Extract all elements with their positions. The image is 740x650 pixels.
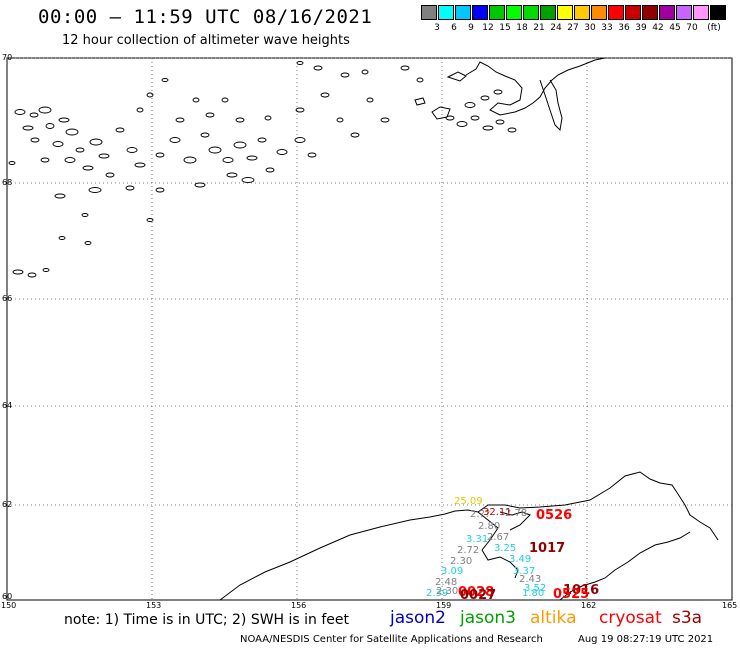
satellite-jason2: jason2 — [390, 608, 446, 628]
legend-tick: 21 — [533, 23, 545, 33]
footnote: note: 1) Time is in UTC; 2) SWH is in fe… — [64, 612, 350, 628]
graticule — [7, 57, 732, 600]
wave-height-label: 2.30 — [450, 556, 473, 567]
legend-swatch — [540, 5, 556, 20]
lat-label: 68 — [2, 178, 13, 187]
wave-height-label: 3.49 — [509, 554, 532, 565]
pass-time-label: 0027 — [460, 588, 497, 603]
wave-height-label: 3.52 — [524, 583, 547, 594]
lon-label: 162 — [581, 601, 597, 610]
legend-tick: 27 — [567, 23, 579, 33]
legend-swatch — [421, 5, 437, 20]
wave-height-label: 3.37 — [513, 566, 536, 577]
credit-line: NOAA/NESDIS Center for Satellite Applica… — [240, 634, 543, 645]
page-title: 00:00 – 11:59 UTC 08/16/2021 — [38, 6, 373, 28]
legend-swatch — [506, 5, 522, 20]
coastline — [219, 57, 719, 601]
wave-height-label: 32.11 — [483, 507, 512, 518]
wave-height-label: 2.39 — [426, 588, 449, 599]
wave-height-label: 2.67 — [487, 532, 510, 543]
lat-label: 66 — [2, 294, 13, 303]
legend-swatch — [642, 5, 658, 20]
legend-swatch — [489, 5, 505, 20]
map-frame — [6, 57, 733, 601]
legend-tick: 12 — [482, 23, 494, 33]
pass-time-label: 0526 — [536, 508, 573, 523]
legend-tick: 36 — [618, 23, 630, 33]
legend-swatch — [659, 5, 675, 20]
wave-height-label: 3.09 — [441, 566, 464, 577]
satellite-cryosat: cryosat — [599, 608, 662, 628]
satellite-jason3: jason3 — [460, 608, 516, 628]
satellite-altika: altika — [530, 608, 577, 628]
lat-label: 64 — [2, 401, 13, 410]
legend-tick: 70 — [686, 23, 698, 33]
legend-swatch — [472, 5, 488, 20]
legend-tick: 18 — [516, 23, 528, 33]
legend-swatch — [693, 5, 709, 20]
legend-tick: 9 — [468, 23, 474, 33]
legend-tick: 45 — [669, 23, 681, 33]
legend-tick: 6 — [451, 23, 457, 33]
legend-tick: 30 — [584, 23, 596, 33]
legend-tick: 42 — [652, 23, 664, 33]
satellite-s3a: s3a — [672, 608, 703, 628]
pass-time-label: 0525 — [553, 587, 590, 602]
legend-tick: 15 — [499, 23, 511, 33]
wave-height-label: 1.80 — [522, 588, 545, 599]
legend-tick: 24 — [550, 23, 562, 33]
page-subtitle: 12 hour collection of altimeter wave hei… — [62, 33, 350, 48]
legend-tick: 39 — [635, 23, 647, 33]
lon-label: 156 — [291, 601, 307, 610]
legend-unit: (ft) — [707, 23, 721, 33]
wave-height-label: 25.09 — [454, 496, 483, 507]
lon-label: 153 — [146, 601, 162, 610]
wave-height-label: 2.72 — [457, 545, 480, 556]
pass-time-label: 0028 — [458, 585, 495, 600]
legend-swatch — [710, 5, 726, 20]
legend-swatch — [557, 5, 573, 20]
lon-label: 159 — [436, 601, 452, 610]
wave-height-label: 2.80 — [478, 521, 501, 532]
wave-height-label: 3.31 — [466, 534, 489, 545]
pass-time-label: 1017 — [529, 541, 566, 556]
wave-height-label: 3.25 — [494, 543, 517, 554]
legend-tick: 33 — [601, 23, 613, 33]
legend-swatch — [676, 5, 692, 20]
pass-time-label: 1016 — [563, 583, 600, 598]
wave-height-label: 2.?? — [470, 509, 491, 520]
wave-height-label: 2.48 — [435, 577, 458, 588]
wave-height-label: 2.30 — [436, 586, 459, 597]
legend-swatch — [438, 5, 454, 20]
lat-label: 62 — [2, 500, 13, 509]
lat-label: 60 — [2, 592, 13, 601]
wave-height-label: 2.78 — [505, 508, 528, 519]
legend-tick: 3 — [434, 23, 440, 33]
sea-ice-floes — [8, 61, 517, 278]
lon-label: 150 — [1, 601, 17, 610]
lon-label: 165 — [722, 601, 738, 610]
legend-swatch — [608, 5, 624, 20]
legend-swatch — [574, 5, 590, 20]
wave-height-label: 2.43 — [519, 574, 542, 585]
generated-timestamp: Aug 19 08:27:19 UTC 2021 — [578, 634, 714, 645]
legend-swatch — [455, 5, 471, 20]
legend-swatch — [625, 5, 641, 20]
legend-swatch — [591, 5, 607, 20]
lat-label: 70 — [2, 53, 13, 62]
legend-swatch — [523, 5, 539, 20]
